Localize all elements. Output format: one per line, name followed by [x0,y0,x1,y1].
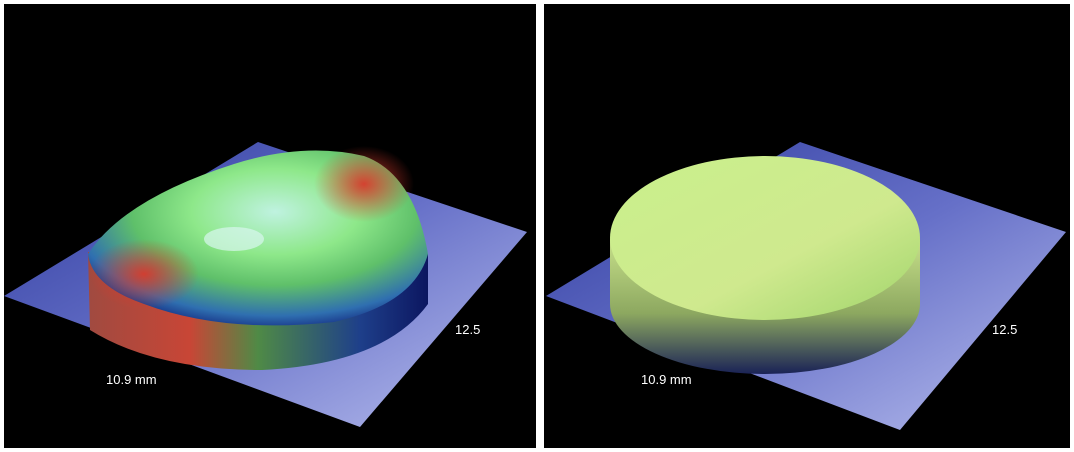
axis-label: 10.9 mm [106,372,157,387]
axis-label: 12.5 [455,322,480,337]
surface-top [610,156,920,320]
center-feature [204,227,264,251]
left-panel: 10.9 mm 12.5 [4,4,536,448]
high-region [89,239,199,309]
right-panel: 10.9 mm 12.5 [544,4,1070,448]
axis-label: 10.9 mm [641,372,692,387]
page: 10.9 mm 12.5 10.9 mm 12.5 (() => { const… [0,0,1074,452]
axis-label: 12.5 [992,322,1017,337]
viewer: 10.9 mm 12.5 10.9 mm 12.5 [0,0,1074,452]
high-region [314,146,414,222]
